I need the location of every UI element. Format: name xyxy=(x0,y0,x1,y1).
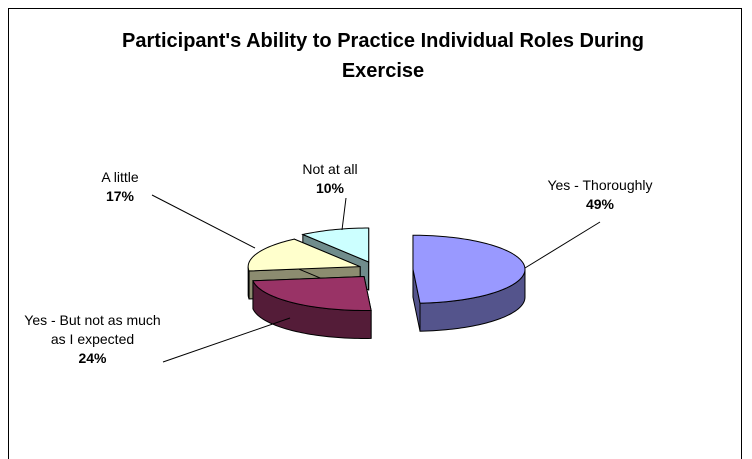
data-label: A little 17% xyxy=(70,168,170,206)
data-label: Not at all 10% xyxy=(280,160,380,198)
chart-title: Participant's Ability to Practice Indivi… xyxy=(122,30,644,82)
category-label: Not at all xyxy=(302,161,358,177)
category-label: Yes - Thoroughly xyxy=(547,177,653,193)
chart-frame xyxy=(8,8,742,459)
slice xyxy=(412,234,526,332)
data-label: Yes - But not as much as I expected 24% xyxy=(15,311,170,368)
category-label: Yes - But not as much as I expected xyxy=(24,312,161,347)
slice-top xyxy=(252,275,372,311)
slice-top xyxy=(412,234,526,304)
leader-line xyxy=(524,221,601,269)
slice xyxy=(252,275,372,339)
value-label: 17% xyxy=(105,188,135,204)
leader-line xyxy=(341,197,347,231)
slice-top xyxy=(247,238,361,272)
slice-side xyxy=(247,266,250,300)
value-label: 49% xyxy=(585,196,615,212)
slice-top xyxy=(301,227,370,263)
leader-line xyxy=(151,194,256,249)
leader-line xyxy=(162,317,291,363)
data-label: Yes - Thoroughly 49% xyxy=(525,176,675,214)
category-label: A little xyxy=(101,169,139,185)
value-label: 24% xyxy=(78,350,107,366)
value-label: 10% xyxy=(315,180,345,196)
